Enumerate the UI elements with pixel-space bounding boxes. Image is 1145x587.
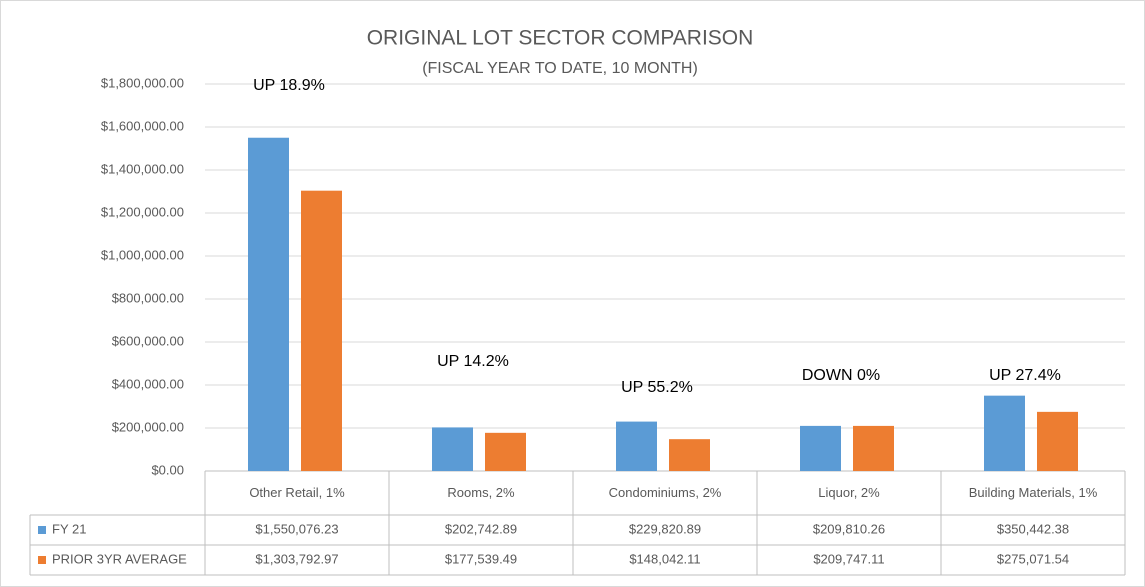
chart-subtitle: (FISCAL YEAR TO DATE, 10 MONTH) bbox=[422, 60, 698, 77]
annotation: UP 14.2% bbox=[437, 353, 509, 370]
bar bbox=[1037, 411, 1078, 471]
y-tick-label: $1,400,000.00 bbox=[101, 161, 184, 176]
table-value: $350,442.38 bbox=[997, 521, 1069, 536]
bar bbox=[616, 421, 657, 471]
bar bbox=[800, 425, 841, 471]
y-tick-label: $1,200,000.00 bbox=[101, 204, 184, 219]
table-value: $148,042.11 bbox=[629, 551, 700, 566]
table-value: $1,550,076.23 bbox=[255, 521, 338, 536]
legend-label: PRIOR 3YR AVERAGE bbox=[52, 551, 187, 566]
bar bbox=[984, 395, 1025, 471]
table-value: $229,820.89 bbox=[629, 521, 701, 536]
annotation: DOWN 0% bbox=[802, 367, 880, 384]
chart-title: ORIGINAL LOT SECTOR COMPARISON bbox=[367, 27, 754, 50]
legend-label: FY 21 bbox=[52, 521, 86, 536]
y-tick-label: $1,600,000.00 bbox=[101, 118, 184, 133]
bar bbox=[853, 425, 894, 471]
y-tick-label: $600,000.00 bbox=[112, 333, 184, 348]
table-value: $275,071.54 bbox=[997, 551, 1069, 566]
bar bbox=[248, 137, 289, 471]
bar bbox=[669, 439, 710, 471]
annotation: UP 18.9% bbox=[253, 77, 325, 94]
table-value: $209,810.26 bbox=[813, 521, 885, 536]
y-tick-label: $400,000.00 bbox=[112, 376, 184, 391]
legend-swatch bbox=[38, 556, 46, 564]
table-value: $202,742.89 bbox=[445, 521, 517, 536]
x-tick-label: Building Materials, 1% bbox=[968, 485, 1098, 500]
bar bbox=[301, 190, 342, 471]
x-tick-label: Liquor, 2% bbox=[818, 485, 880, 500]
bar bbox=[485, 432, 526, 471]
y-tick-label: $0.00 bbox=[151, 462, 184, 477]
table-value: $209,747.11 bbox=[813, 551, 884, 566]
bar bbox=[432, 427, 473, 471]
y-tick-label: $200,000.00 bbox=[112, 419, 184, 434]
x-tick-label: Other Retail, 1% bbox=[249, 485, 345, 500]
x-tick-label: Rooms, 2% bbox=[447, 485, 515, 500]
legend-swatch bbox=[38, 526, 46, 534]
table-value: $177,539.49 bbox=[445, 551, 517, 566]
table-value: $1,303,792.97 bbox=[255, 551, 338, 566]
y-tick-label: $1,800,000.00 bbox=[101, 75, 184, 90]
annotation: UP 27.4% bbox=[989, 367, 1061, 384]
x-tick-label: Condominiums, 2% bbox=[608, 485, 722, 500]
y-tick-label: $800,000.00 bbox=[112, 290, 184, 305]
y-tick-label: $1,000,000.00 bbox=[101, 247, 184, 262]
annotation: UP 55.2% bbox=[621, 379, 693, 396]
